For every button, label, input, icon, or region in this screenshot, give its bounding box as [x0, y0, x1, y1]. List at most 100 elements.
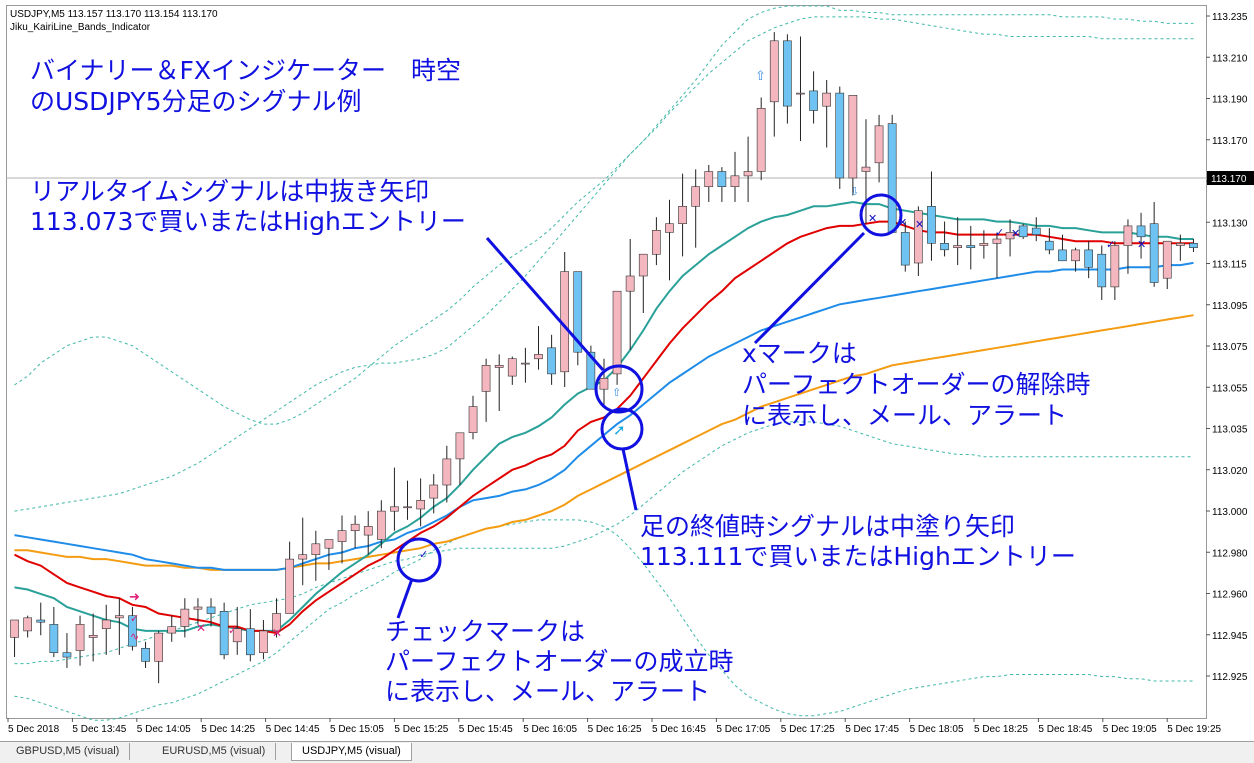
tab-eurusd[interactable]: EURUSD,M5 (visual) — [152, 743, 277, 760]
bullish-candle — [232, 628, 242, 643]
x-mark-icon: ✕ — [1011, 227, 1020, 240]
bullish-candle — [23, 617, 33, 632]
price-tick-label: 113.035 — [1212, 425, 1248, 436]
time-tick-label: 5 Dec 16:45 — [652, 724, 706, 735]
check-mark-icon: ✓ — [1106, 238, 1115, 251]
time-tick-label: 5 Dec 17:05 — [716, 724, 770, 735]
bullish-candle — [992, 238, 1002, 244]
bearish-candle — [49, 624, 59, 654]
bearish-candle — [1031, 227, 1041, 235]
bullish-candle — [730, 175, 740, 188]
bearish-candle — [206, 606, 216, 614]
price-tick-label: 113.000 — [1212, 507, 1248, 518]
close-pointer-line — [621, 448, 638, 511]
bullish-candle — [88, 634, 98, 638]
time-tick-label: 5 Dec 19:05 — [1103, 724, 1157, 735]
check-line-3: に表示し、メール、アラート — [385, 677, 710, 706]
title-line-2: のUSDJPY5分足のシグナル例 — [30, 87, 362, 116]
bullish-candle — [455, 432, 465, 460]
tab-gbpusd[interactable]: GBPUSD,M5 (visual) — [6, 743, 131, 760]
bullish-candle — [651, 230, 661, 255]
price-tick-label: 113.055 — [1212, 383, 1248, 394]
bearish-candle — [835, 92, 845, 179]
bullish-candle — [822, 92, 831, 107]
price-tick-label: 113.130 — [1212, 218, 1248, 229]
x-mark-icon: ✕ — [915, 218, 924, 231]
bullish-candle — [520, 362, 530, 365]
band-upper — [14, 5, 1194, 425]
x-mark-icon: ✕ — [868, 212, 877, 225]
bearish-candle — [1189, 243, 1198, 249]
bearish-candle — [219, 610, 229, 656]
bullish-candle — [416, 499, 426, 510]
ma-orange-line — [14, 314, 1194, 571]
bullish-candle — [376, 510, 386, 540]
bearish-candle — [1018, 225, 1028, 238]
current-price-marker — [1207, 171, 1254, 185]
bearish-candle — [1097, 253, 1107, 288]
hollow-arrow-icon: ⇩ — [850, 185, 859, 198]
bullish-candle — [796, 92, 805, 95]
bullish-candle — [311, 543, 321, 555]
filled-arrow-icon: ➚ — [613, 421, 626, 439]
tab-usdjpy[interactable]: USDJPY,M5 (visual) — [291, 743, 412, 761]
bullish-candle — [507, 358, 517, 377]
time-tick-label: 5 Dec 18:45 — [1038, 724, 1092, 735]
close-callout-circle — [600, 407, 644, 451]
bearish-candle — [1058, 249, 1067, 262]
bullish-candle — [874, 125, 884, 164]
chart-tab-bar: GBPUSD,M5 (visual) EURUSD,M5 (visual) US… — [0, 741, 1254, 763]
bearish-candle — [128, 615, 137, 647]
bullish-candle — [848, 95, 858, 179]
bearish-candle — [966, 245, 976, 249]
bullish-candle — [743, 171, 753, 177]
bearish-candle — [573, 271, 583, 353]
time-tick-label: 5 Dec 2018 — [8, 724, 60, 735]
bullish-candle — [599, 377, 609, 390]
hollow-arrow-icon: ⇧ — [612, 386, 621, 399]
bullish-candle — [180, 608, 190, 627]
wave-mark-icon: ∿ — [130, 630, 139, 643]
bullish-candle — [337, 530, 347, 542]
price-tick-label: 113.170 — [1212, 136, 1248, 147]
bullish-candle — [625, 275, 635, 292]
annotation-callouts — [396, 193, 903, 619]
x-line-3: に表示し、メール、アラート — [742, 401, 1067, 430]
bullish-candle — [704, 171, 714, 187]
chart-canvas[interactable]: 113.235113.210113.190113.170113.150113.1… — [0, 0, 1254, 741]
title-line-1: バイナリー＆FXインジケーター 時空 — [30, 56, 461, 85]
bullish-candle — [298, 554, 308, 560]
check-callout-circle — [396, 537, 442, 583]
realtime-pointer-line — [485, 237, 605, 371]
bearish-candle — [547, 347, 556, 375]
bullish-candle — [350, 523, 360, 532]
time-tick-label: 5 Dec 15:05 — [330, 724, 384, 735]
chart-background — [0, 0, 1254, 741]
time-tick-label: 5 Dec 17:45 — [845, 724, 899, 735]
band-mid-lower — [14, 421, 1194, 665]
bullish-candle — [638, 253, 648, 277]
bullish-candle — [861, 166, 871, 172]
bullish-candle — [429, 484, 439, 499]
bullish-candle — [115, 615, 124, 619]
bullish-candle — [769, 40, 779, 103]
x-callout-circle — [859, 193, 903, 237]
bullish-candle — [691, 186, 700, 207]
time-tick-label: 5 Dec 14:45 — [266, 724, 320, 735]
hollow-arrow-icon: ⇧ — [755, 69, 766, 84]
bullish-candle — [481, 364, 491, 392]
realtime-callout-circle — [594, 364, 644, 414]
time-tick-label: 5 Dec 17:25 — [781, 724, 835, 735]
bullish-candle — [10, 619, 19, 638]
bearish-candle — [586, 351, 596, 390]
bullish-candle — [1071, 249, 1080, 262]
time-tick-label: 5 Dec 15:45 — [459, 724, 513, 735]
time-tick-label: 5 Dec 19:25 — [1167, 724, 1221, 735]
symbol-header: USDJPY,M5 113.157 113.170 113.154 113.17… — [10, 9, 218, 20]
bullish-candle — [1005, 232, 1015, 240]
time-tick-label: 5 Dec 18:05 — [910, 724, 964, 735]
bullish-candle — [756, 108, 766, 172]
bands-layer — [14, 5, 1194, 721]
bearish-candle — [717, 171, 727, 187]
bullish-candle — [259, 630, 268, 654]
